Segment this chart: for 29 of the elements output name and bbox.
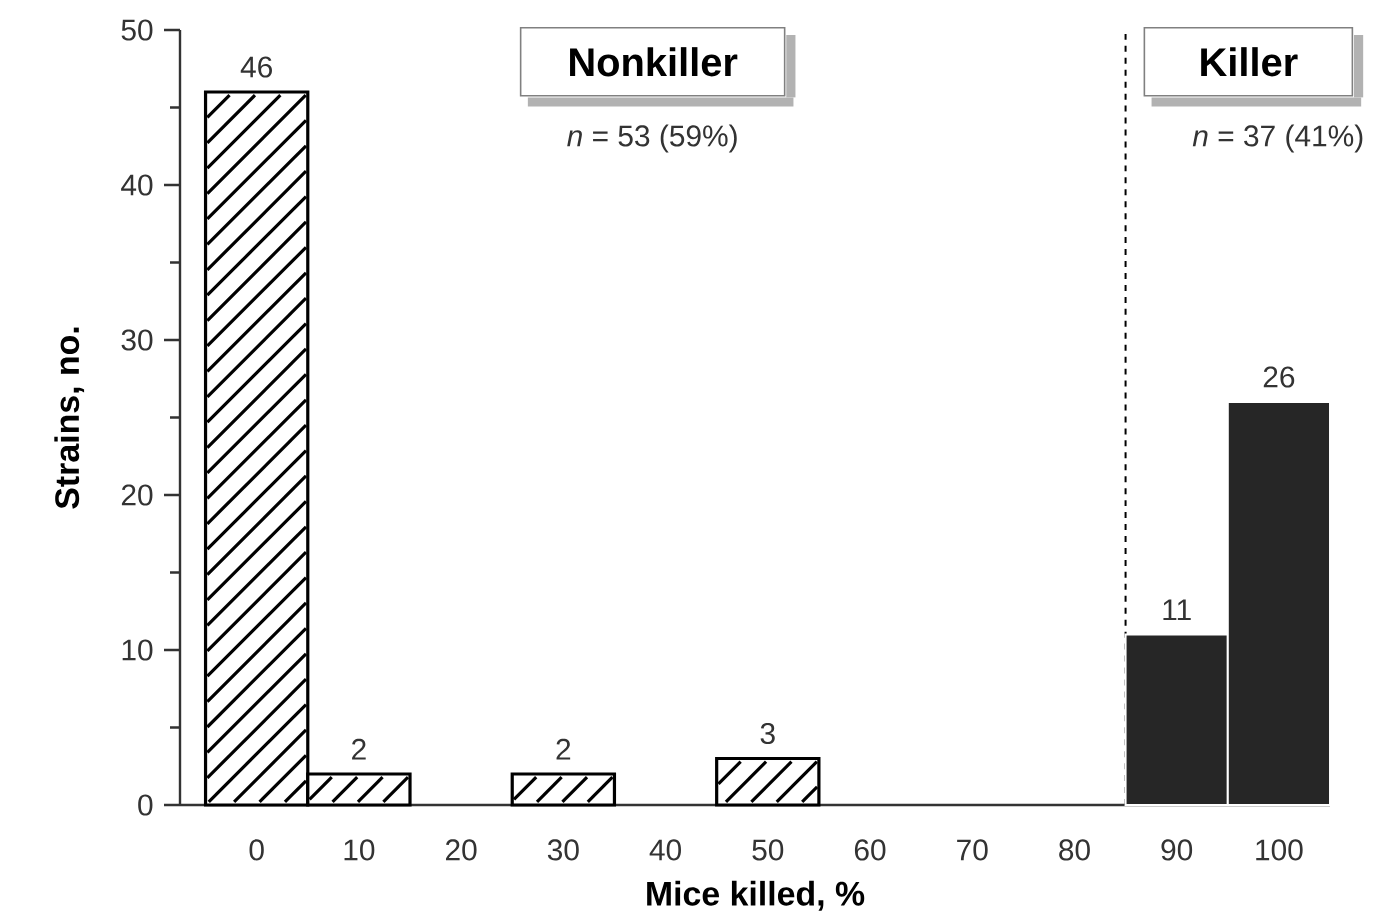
x-tick-label: 80 (1059, 839, 1090, 861)
x-tick-label: 20 (445, 839, 477, 861)
annotation: Killer (1201, 47, 1298, 77)
annotation: n = 53 (59%) (567, 124, 737, 153)
x-tick-label: 30 (547, 839, 579, 861)
x-tick-label: 100 (1256, 839, 1303, 861)
y-tick-label: 50 (121, 19, 153, 41)
data-label: 2 (352, 738, 366, 760)
y-tick-label: 20 (121, 484, 153, 506)
y-tick-label: 40 (121, 174, 153, 196)
x-tick-label: 40 (649, 839, 681, 861)
x-tick-label: 50 (752, 839, 784, 861)
x-axis-title: Mice killed, % (647, 880, 865, 911)
x-tick-label: 90 (1161, 839, 1193, 861)
x-tick-label: 70 (957, 839, 988, 861)
annotation: n = 37 (41%) (1192, 124, 1363, 153)
y-tick-label: 10 (122, 639, 153, 661)
data-label: 11 (1163, 599, 1191, 621)
data-label: 3 (760, 722, 775, 745)
x-tick-label: 10 (344, 839, 375, 861)
data-label: 46 (240, 56, 272, 78)
data-label: 2 (556, 738, 571, 760)
x-tick-label: 60 (854, 839, 886, 861)
y-tick-label: 30 (121, 329, 153, 351)
data-label: 26 (1263, 366, 1295, 388)
x-tick-label: 0 (249, 839, 264, 861)
y-tick-label: 0 (138, 794, 153, 816)
y-axis-title: Strains, no. (54, 327, 85, 509)
annotation: Nonkiller (570, 47, 738, 77)
